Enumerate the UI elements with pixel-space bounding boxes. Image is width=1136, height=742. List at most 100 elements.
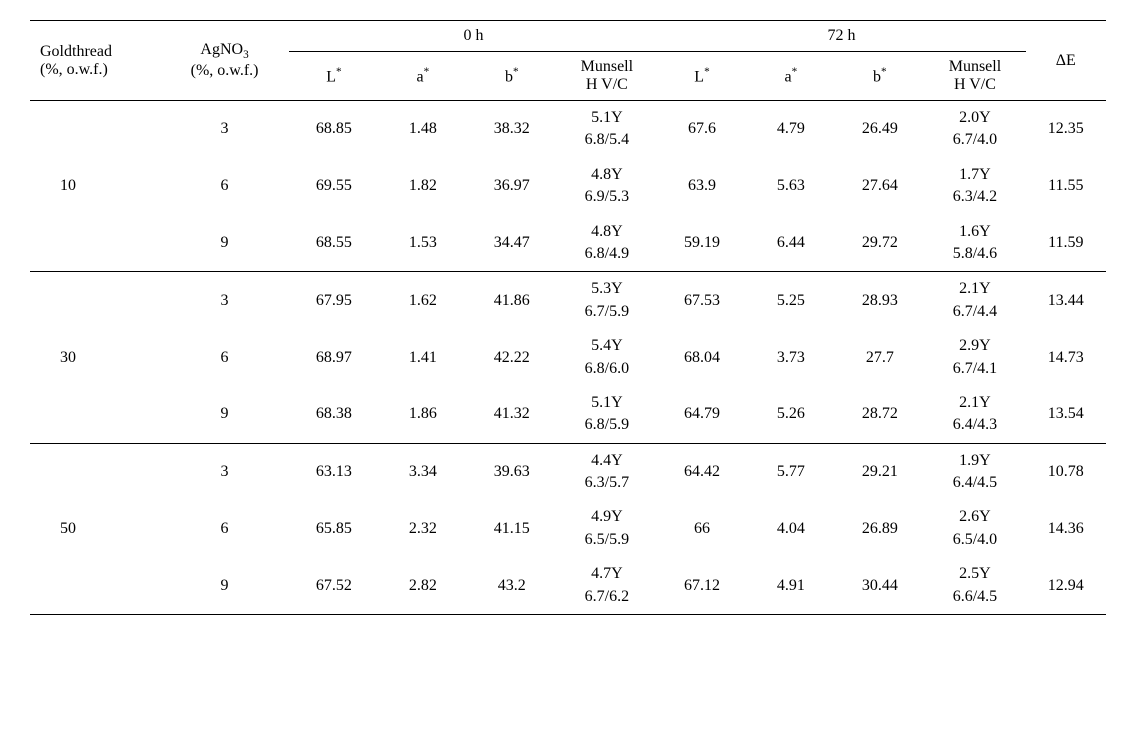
goldthread-value: 50	[30, 443, 160, 614]
b72-value: 29.72	[835, 215, 924, 272]
L72-value: 63.9	[658, 158, 747, 215]
header-a-72h: a*	[746, 52, 835, 101]
L0-value: 68.55	[289, 215, 378, 272]
a72-value: 3.73	[746, 329, 835, 386]
munsell-0h-value: 4.4Y6.3/5.7	[556, 443, 657, 500]
table-row: 50363.133.3439.634.4Y6.3/5.764.425.7729.…	[30, 443, 1106, 500]
munsell-72h-value: 2.1Y6.4/4.3	[924, 386, 1025, 443]
munsell-0h-value: 5.4Y6.8/6.0	[556, 329, 657, 386]
header-delta-e: ΔE	[1026, 21, 1106, 101]
a72-value: 5.77	[746, 443, 835, 500]
munsell-0h-value: 4.7Y6.7/6.2	[556, 557, 657, 614]
L0-value: 65.85	[289, 500, 378, 557]
L0-value: 69.55	[289, 158, 378, 215]
munsell-0h-value: 5.3Y6.7/5.9	[556, 272, 657, 329]
a72-value: 5.63	[746, 158, 835, 215]
agno-value: 6	[160, 500, 290, 557]
a72-value: 4.91	[746, 557, 835, 614]
b0-value: 38.32	[467, 101, 556, 158]
b0-value: 42.22	[467, 329, 556, 386]
L0-value: 68.97	[289, 329, 378, 386]
header-munsell-72h: Munsell H V/C	[924, 52, 1025, 101]
agno-value: 3	[160, 272, 290, 329]
agno-value: 6	[160, 329, 290, 386]
munsell-0h-value: 4.8Y6.9/5.3	[556, 158, 657, 215]
header-a-0h: a*	[378, 52, 467, 101]
b72-value: 27.64	[835, 158, 924, 215]
b0-value: 39.63	[467, 443, 556, 500]
munsell-72h-value: 1.6Y5.8/4.6	[924, 215, 1025, 272]
a0-value: 1.53	[378, 215, 467, 272]
delta-e-value: 10.78	[1026, 443, 1106, 500]
table-row: 30367.951.6241.865.3Y6.7/5.967.535.2528.…	[30, 272, 1106, 329]
header-group-0h: 0 h	[289, 21, 657, 52]
table-row: 967.522.8243.24.7Y6.7/6.267.124.9130.442…	[30, 557, 1106, 614]
b72-value: 30.44	[835, 557, 924, 614]
L72-value: 64.79	[658, 386, 747, 443]
table-row: 669.551.8236.974.8Y6.9/5.363.95.6327.641…	[30, 158, 1106, 215]
L72-value: 67.6	[658, 101, 747, 158]
agno-value: 6	[160, 158, 290, 215]
a0-value: 2.82	[378, 557, 467, 614]
munsell-0h-value: 5.1Y6.8/5.4	[556, 101, 657, 158]
delta-e-value: 11.59	[1026, 215, 1106, 272]
munsell-0h-value: 5.1Y6.8/5.9	[556, 386, 657, 443]
header-group-72h: 72 h	[658, 21, 1026, 52]
delta-e-value: 11.55	[1026, 158, 1106, 215]
a72-value: 5.26	[746, 386, 835, 443]
header-agno3: AgNO3 (%, o.w.f.)	[160, 21, 290, 101]
L0-value: 68.85	[289, 101, 378, 158]
a72-value: 4.04	[746, 500, 835, 557]
b0-value: 41.86	[467, 272, 556, 329]
L72-value: 66	[658, 500, 747, 557]
header-L-0h: L*	[289, 52, 378, 101]
header-b-0h: b*	[467, 52, 556, 101]
b72-value: 27.7	[835, 329, 924, 386]
a0-value: 1.41	[378, 329, 467, 386]
munsell-72h-value: 1.9Y6.4/4.5	[924, 443, 1025, 500]
table-row: 668.971.4142.225.4Y6.8/6.068.043.7327.72…	[30, 329, 1106, 386]
header-b-72h: b*	[835, 52, 924, 101]
agno-value: 9	[160, 557, 290, 614]
header-goldthread: Goldthread (%, o.w.f.)	[30, 21, 160, 101]
L0-value: 67.95	[289, 272, 378, 329]
goldthread-value: 30	[30, 272, 160, 443]
a72-value: 6.44	[746, 215, 835, 272]
delta-e-value: 13.54	[1026, 386, 1106, 443]
table-row: 665.852.3241.154.9Y6.5/5.9664.0426.892.6…	[30, 500, 1106, 557]
b0-value: 41.15	[467, 500, 556, 557]
b0-value: 41.32	[467, 386, 556, 443]
L0-value: 63.13	[289, 443, 378, 500]
munsell-72h-value: 2.9Y6.7/4.1	[924, 329, 1025, 386]
munsell-0h-value: 4.8Y6.8/4.9	[556, 215, 657, 272]
L72-value: 67.12	[658, 557, 747, 614]
L72-value: 68.04	[658, 329, 747, 386]
delta-e-value: 12.94	[1026, 557, 1106, 614]
b0-value: 34.47	[467, 215, 556, 272]
agno-value: 9	[160, 386, 290, 443]
agno-value: 9	[160, 215, 290, 272]
delta-e-value: 13.44	[1026, 272, 1106, 329]
b72-value: 28.72	[835, 386, 924, 443]
munsell-72h-value: 2.6Y6.5/4.0	[924, 500, 1025, 557]
b0-value: 43.2	[467, 557, 556, 614]
agno-value: 3	[160, 443, 290, 500]
a0-value: 3.34	[378, 443, 467, 500]
b72-value: 28.93	[835, 272, 924, 329]
a72-value: 5.25	[746, 272, 835, 329]
color-measurement-table: Goldthread (%, o.w.f.) AgNO3 (%, o.w.f.)…	[30, 20, 1106, 615]
a0-value: 2.32	[378, 500, 467, 557]
header-L-72h: L*	[658, 52, 747, 101]
L72-value: 67.53	[658, 272, 747, 329]
table-row: 968.551.5334.474.8Y6.8/4.959.196.4429.72…	[30, 215, 1106, 272]
L0-value: 67.52	[289, 557, 378, 614]
L0-value: 68.38	[289, 386, 378, 443]
b72-value: 26.49	[835, 101, 924, 158]
table-row: 10368.851.4838.325.1Y6.8/5.467.64.7926.4…	[30, 101, 1106, 158]
munsell-72h-value: 2.5Y6.6/4.5	[924, 557, 1025, 614]
munsell-72h-value: 2.1Y6.7/4.4	[924, 272, 1025, 329]
delta-e-value: 14.36	[1026, 500, 1106, 557]
b0-value: 36.97	[467, 158, 556, 215]
a72-value: 4.79	[746, 101, 835, 158]
agno-value: 3	[160, 101, 290, 158]
